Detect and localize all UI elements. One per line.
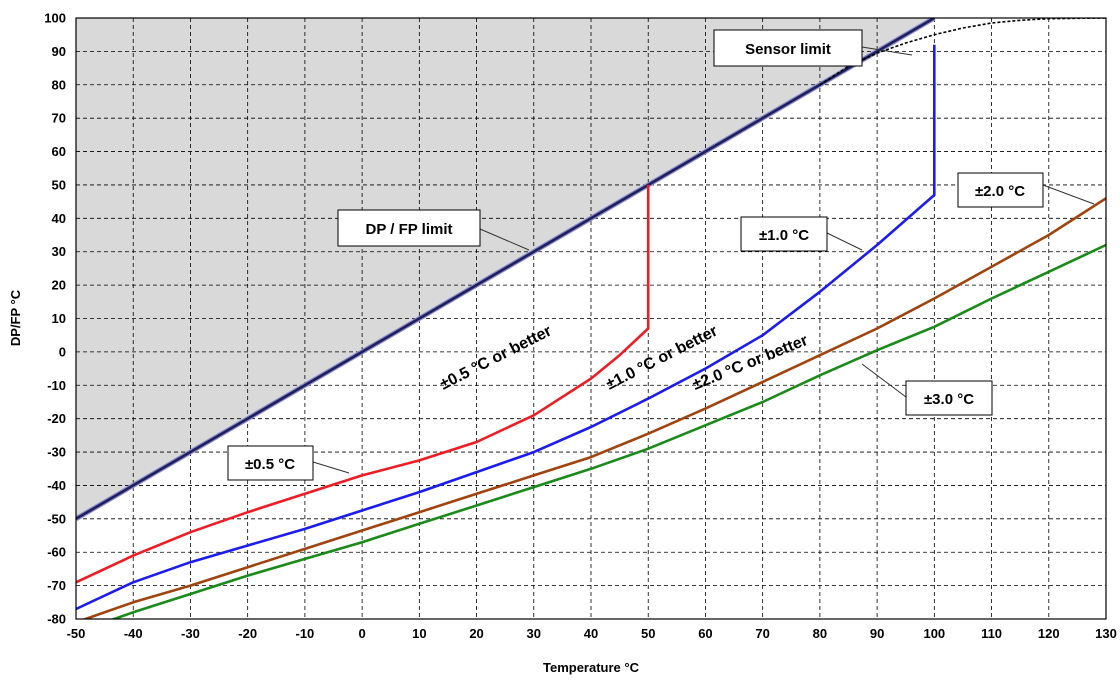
y-tick-label: 10 — [52, 311, 66, 326]
y-tick-label: -40 — [47, 478, 66, 493]
x-tick-label: -30 — [181, 626, 200, 641]
y-tick-label: 40 — [52, 211, 66, 226]
leader-dp-fp-limit — [479, 228, 530, 251]
y-tick-label: 60 — [52, 144, 66, 159]
x-tick-label: 30 — [527, 626, 541, 641]
y-tick-label: 20 — [52, 278, 66, 293]
label-pm-3-0-text: ±3.0 °C — [924, 391, 974, 408]
tick-labels: -50 -40 -30 -20 -10 0 10 20 30 40 50 60 70 80 90 100 110… — [44, 11, 1117, 642]
x-tick-label: 20 — [469, 626, 483, 641]
y-tick-label: -10 — [47, 378, 66, 393]
y-tick-label: -30 — [47, 445, 66, 460]
x-tick-label: 90 — [870, 626, 884, 641]
y-tick-label: 90 — [52, 44, 66, 59]
y-tick-label: 70 — [52, 111, 66, 126]
x-tick-label: 70 — [755, 626, 769, 641]
y-axis-title: DP/FP °C — [8, 289, 23, 346]
series-line-pm-2-0 — [81, 197, 1106, 619]
series-line-pm-1-0 — [76, 44, 936, 611]
y-tick-label: -50 — [47, 511, 66, 526]
leader-pm-1-0 — [826, 232, 863, 251]
y-tick-label: -60 — [47, 545, 66, 560]
y-tick-label: 50 — [52, 177, 66, 192]
x-tick-label: 40 — [584, 626, 598, 641]
x-tick-label: 80 — [813, 626, 827, 641]
label-pm-3-0: ±3.0 °C — [905, 380, 993, 416]
x-tick-label: 50 — [641, 626, 655, 641]
label-pm-0-5-text: ±0.5 °C — [245, 456, 295, 473]
series-line-dp-fp-limit — [76, 18, 935, 520]
label-pm-0-5: ±0.5 °C — [227, 445, 314, 481]
x-tick-label: -50 — [67, 626, 86, 641]
leader-sensor-limit — [861, 46, 913, 56]
plot-frame — [75, 17, 1107, 620]
label-pm-1-0-text: ±1.0 °C — [759, 227, 809, 244]
x-tick-label: 0 — [358, 626, 365, 641]
x-tick-label: 10 — [412, 626, 426, 641]
x-tick-label: 60 — [698, 626, 712, 641]
x-tick-label: 130 — [1095, 626, 1117, 641]
label-pm-2-0: ±2.0 °C — [957, 172, 1044, 208]
y-tick-label: -20 — [47, 411, 66, 426]
series-group — [76, 18, 1106, 619]
label-sensor-limit-text: Sensor limit — [745, 41, 831, 58]
leader-pm-3-0 — [861, 363, 907, 398]
label-dp-fp-limit: DP / FP limit — [337, 209, 481, 247]
x-tick-label: 120 — [1038, 626, 1060, 641]
leader-pm-0-5 — [312, 461, 350, 474]
y-tick-label: -80 — [47, 612, 66, 627]
series-line-pm-3-0 — [110, 243, 1106, 619]
leader-pm-2-0 — [1042, 184, 1095, 205]
series-line-sensor-limit — [819, 18, 1106, 86]
y-tick-label: 0 — [59, 344, 66, 359]
label-pm-2-0-text: ±2.0 °C — [975, 183, 1025, 200]
y-tick-label: -70 — [47, 578, 66, 593]
y-tick-label: 80 — [52, 77, 66, 92]
x-axis-title: Temperature °C — [543, 660, 640, 675]
series-line-pm-0-5 — [76, 184, 650, 584]
x-tick-label: 110 — [981, 626, 1002, 641]
y-tick-label: 30 — [52, 244, 66, 259]
x-tick-label: 100 — [923, 626, 945, 641]
leader-lines — [312, 46, 1095, 474]
x-tick-label: -10 — [295, 626, 314, 641]
label-pm-1-0: ±1.0 °C — [740, 216, 828, 252]
label-sensor-limit: Sensor limit — [713, 29, 863, 67]
y-tick-label: 100 — [44, 11, 66, 26]
label-dp-fp-limit-text: DP / FP limit — [366, 221, 453, 238]
x-tick-label: -20 — [238, 626, 257, 641]
x-tick-label: -40 — [124, 626, 143, 641]
